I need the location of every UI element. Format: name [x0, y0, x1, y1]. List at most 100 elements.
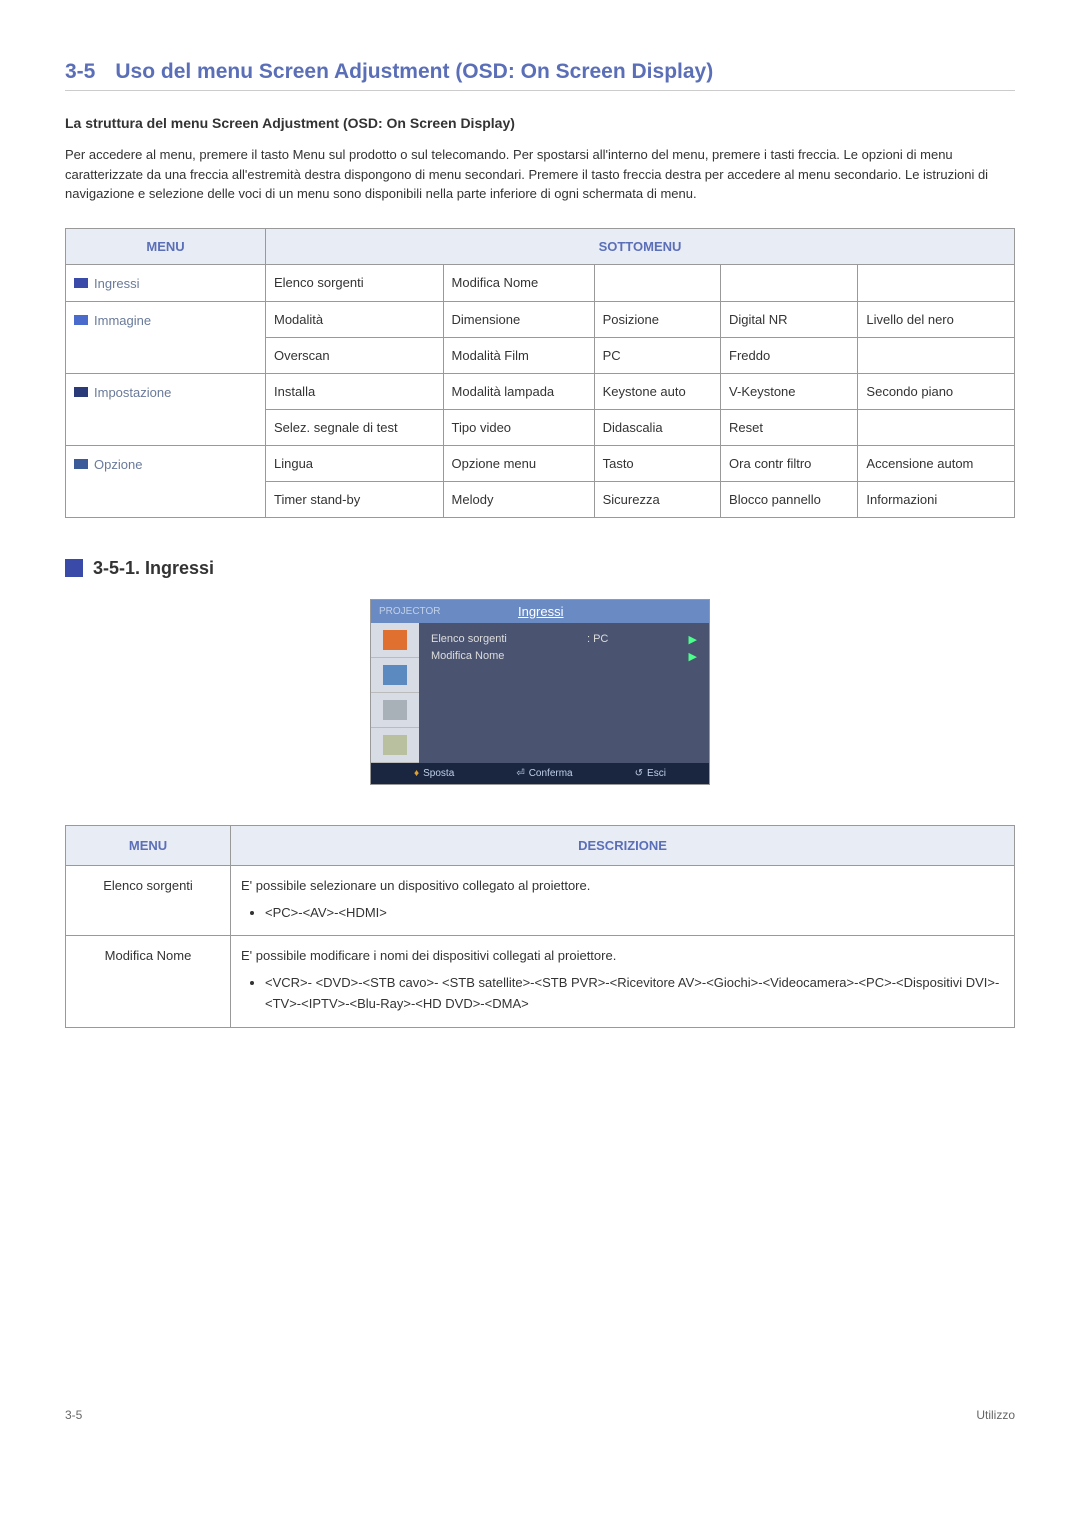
menu-category-cell: Opzione [66, 445, 266, 517]
osd-sidebar-icon [383, 665, 407, 685]
submenu-cell [858, 409, 1015, 445]
subheading: La struttura del menu Screen Adjustment … [65, 115, 1015, 131]
osd-sidebar-icon [383, 700, 407, 720]
submenu-cell: Blocco pannello [721, 481, 858, 517]
submenu-cell: Informazioni [858, 481, 1015, 517]
menu-header: MENU [66, 228, 266, 264]
submenu-cell: Opzione menu [443, 445, 594, 481]
footer-left: 3-5 [65, 1408, 82, 1422]
submenu-cell: PC [594, 337, 720, 373]
desc-descrizione-header: DESCRIZIONE [231, 825, 1015, 865]
page-footer: 3-5 Utilizzo [65, 1408, 1015, 1422]
osd-sidebar-icon [383, 735, 407, 755]
desc-name-cell: Elenco sorgenti [66, 865, 231, 936]
submenu-cell: Elenco sorgenti [266, 264, 444, 301]
osd-sposta: ♦Sposta [414, 768, 454, 779]
submenu-cell: Accensione autom [858, 445, 1015, 481]
chevron-right-icon: ▶ [689, 650, 697, 663]
submenu-cell: Posizione [594, 301, 720, 337]
osd-item-value: : PC [587, 633, 608, 645]
osd-row: Modifica Nome ▶ [431, 648, 697, 665]
category-label: Ingressi [94, 276, 140, 291]
osd-projector-label: PROJECTOR [379, 606, 441, 617]
osd-sidebar-item [371, 693, 419, 728]
osd-top-title: Ingressi [518, 604, 564, 619]
desc-text: E' possibile modificare i nomi dei dispo… [241, 948, 1004, 963]
submenu-cell: Digital NR [721, 301, 858, 337]
sub-section-header: 3-5-1. Ingressi [65, 558, 1015, 579]
osd-item-label: Elenco sorgenti [431, 633, 507, 645]
table-row: ImmagineModalitàDimensionePosizioneDigit… [66, 301, 1015, 337]
sub-section-title: 3-5-1. Ingressi [93, 558, 214, 579]
submenu-cell: Secondo piano [858, 373, 1015, 409]
desc-bullet-list: <PC>-<AV>-<HDMI> [265, 903, 1004, 924]
osd-preview: PROJECTOR Ingressi Elenco sorgenti : PC … [370, 599, 710, 785]
submenu-cell: Sicurezza [594, 481, 720, 517]
desc-text: E' possibile selezionare un dispositivo … [241, 878, 1004, 893]
submenu-cell: Lingua [266, 445, 444, 481]
description-table: MENU DESCRIZIONE Elenco sorgenti E' possi… [65, 825, 1015, 1028]
osd-content: Elenco sorgenti : PC ▶ Modifica Nome ▶ [419, 623, 709, 763]
osd-bottom-bar: ♦Sposta ⏎Conferma ↺Esci [371, 763, 709, 784]
menu-category-cell: Impostazione [66, 373, 266, 445]
intro-paragraph: Per accedere al menu, premere il tasto M… [65, 145, 1015, 204]
submenu-cell [858, 264, 1015, 301]
table-row: Ingressi Elenco sorgentiModifica Nome [66, 264, 1015, 301]
menu-table: MENU SOTTOMENU IngressiElenco sorgentiMo… [65, 228, 1015, 518]
submenu-cell [594, 264, 720, 301]
submenu-cell: Livello del nero [858, 301, 1015, 337]
category-label: Impostazione [94, 385, 171, 400]
chevron-right-icon: ▶ [689, 633, 697, 646]
submenu-cell: Freddo [721, 337, 858, 373]
desc-menu-header: MENU [66, 825, 231, 865]
submenu-cell [721, 264, 858, 301]
section-title: Uso del menu Screen Adjustment (OSD: On … [115, 60, 713, 84]
osd-sidebar [371, 623, 419, 763]
submenu-cell: Overscan [266, 337, 444, 373]
submenu-cell: Melody [443, 481, 594, 517]
osd-item-label: Modifica Nome [431, 650, 504, 662]
footer-right: Utilizzo [976, 1408, 1015, 1422]
table-row: Elenco sorgenti E' possibile selezionare … [66, 865, 1015, 936]
submenu-cell: Modalità lampada [443, 373, 594, 409]
osd-top-bar: PROJECTOR Ingressi [371, 600, 709, 623]
submenu-cell: Tasto [594, 445, 720, 481]
submenu-cell: Dimensione [443, 301, 594, 337]
submenu-cell: Modalità Film [443, 337, 594, 373]
submenu-cell: Installa [266, 373, 444, 409]
desc-name-cell: Modifica Nome [66, 936, 231, 1028]
category-icon [74, 315, 88, 325]
list-item: <VCR>- <DVD>-<STB cavo>- <STB satellite>… [265, 973, 1004, 1015]
category-icon [74, 278, 88, 288]
table-row: Impostazione InstallaModalità lampadaKeys… [66, 373, 1015, 409]
desc-bullet-list: <VCR>- <DVD>-<STB cavo>- <STB satellite>… [265, 973, 1004, 1015]
category-icon [74, 459, 88, 469]
section-number: 3-5 [65, 60, 95, 84]
submenu-cell: V-Keystone [721, 373, 858, 409]
table-row: Modifica Nome E' possibile modificare i n… [66, 936, 1015, 1028]
osd-conferma: ⏎Conferma [516, 768, 572, 779]
submenu-cell: Reset [721, 409, 858, 445]
osd-sidebar-item [371, 658, 419, 693]
submenu-cell: Timer stand-by [266, 481, 444, 517]
osd-row: Elenco sorgenti : PC ▶ [431, 631, 697, 648]
submenu-cell: Ora contr filtro [721, 445, 858, 481]
submenu-cell: Modifica Nome [443, 264, 594, 301]
osd-sidebar-icon [383, 630, 407, 650]
osd-body: Elenco sorgenti : PC ▶ Modifica Nome ▶ [371, 623, 709, 763]
submenu-cell: Keystone auto [594, 373, 720, 409]
osd-sidebar-item [371, 623, 419, 658]
submenu-cell: Didascalia [594, 409, 720, 445]
category-label: Opzione [94, 457, 142, 472]
sottomenu-header: SOTTOMENU [266, 228, 1015, 264]
submenu-cell: Selez. segnale di test [266, 409, 444, 445]
table-row: Opzione LinguaOpzione menuTastoOra contr … [66, 445, 1015, 481]
category-label: Immagine [94, 313, 151, 328]
section-icon [65, 559, 83, 577]
desc-content-cell: E' possibile selezionare un dispositivo … [231, 865, 1015, 936]
menu-category-cell: Immagine [66, 301, 266, 373]
submenu-cell [858, 337, 1015, 373]
category-icon [74, 387, 88, 397]
list-item: <PC>-<AV>-<HDMI> [265, 903, 1004, 924]
osd-sidebar-item [371, 728, 419, 763]
